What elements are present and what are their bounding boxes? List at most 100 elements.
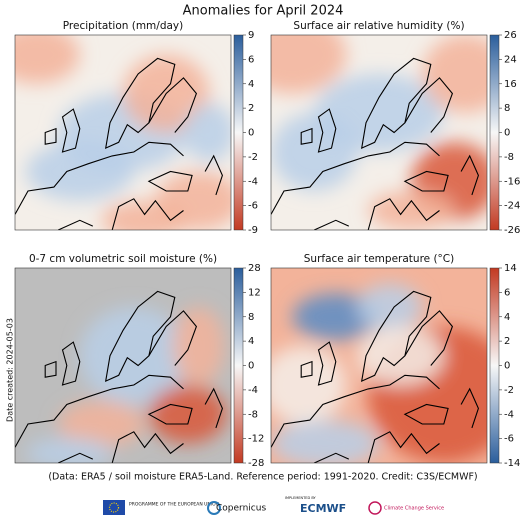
coastline <box>61 108 81 153</box>
implemented-label: IMPLEMENTED BY <box>285 496 317 500</box>
coastline <box>317 108 337 153</box>
coastline <box>271 374 440 448</box>
anomaly-blob <box>357 283 423 331</box>
colorbar-tick-label: 6 <box>504 287 510 298</box>
coastline <box>111 198 184 230</box>
panel-title: Surface air relative humidity (%) <box>293 20 464 32</box>
figure-title: Anomalies for April 2024 <box>183 4 344 19</box>
colorbar <box>489 34 500 231</box>
colorbar-tick-label: -12 <box>248 434 264 445</box>
colorbar-tick-label: -9 <box>248 225 258 236</box>
colorbar-tick-label: 0 <box>504 128 510 139</box>
panel-title: Precipitation (mm/day) <box>63 20 183 32</box>
colorbar-tick-label: -26 <box>504 225 520 236</box>
coastline <box>460 387 479 429</box>
anomaly-blob <box>58 400 145 448</box>
map <box>271 268 487 463</box>
map-frame <box>14 34 232 231</box>
anomaly-blob <box>271 113 358 191</box>
coastline <box>360 290 432 383</box>
c3s-label: Climate Change Service <box>384 506 444 512</box>
panel-title: 0-7 cm volumetric soil moisture (%) <box>29 253 217 265</box>
eu-stars <box>108 502 120 513</box>
coastline <box>204 387 223 429</box>
colorbar-tick-label: 2 <box>504 336 510 347</box>
colorbar-tick-label: 4 <box>504 312 510 323</box>
coastline <box>147 170 193 192</box>
coastline <box>61 341 81 386</box>
coastline <box>271 141 440 215</box>
anomaly-blob <box>25 437 113 463</box>
anomaly-blob <box>271 420 379 463</box>
anomaly-blob <box>271 35 347 94</box>
coastline <box>300 127 313 145</box>
colorbar <box>233 267 244 464</box>
colorbar-tick-label: -24 <box>504 201 520 212</box>
colorbar <box>489 267 500 464</box>
colorbar-tick-label: 0 <box>248 128 254 139</box>
colorbar-tick-label: -2 <box>504 385 514 396</box>
coastline <box>15 374 184 448</box>
coastline <box>360 57 432 150</box>
map <box>15 35 231 230</box>
colorbar-tick-label: -2 <box>248 152 258 163</box>
coastline <box>57 452 94 463</box>
colorbar-tick-label: 4 <box>248 336 254 347</box>
anomaly-blob <box>357 326 444 385</box>
colorbar-tick-label: -4 <box>248 385 258 396</box>
coastline <box>44 127 57 145</box>
coastline <box>313 452 350 463</box>
anomaly-blob <box>101 200 188 230</box>
eu-flag <box>103 500 125 515</box>
coastline <box>111 431 184 463</box>
coastline <box>148 77 198 133</box>
coastline <box>403 403 449 425</box>
copernicus-label: Copernicus <box>216 504 266 514</box>
colorbar-tick-label: 24 <box>504 54 517 65</box>
colorbar-tick-label: 0 <box>504 361 510 372</box>
coastline <box>104 290 176 383</box>
coastline <box>403 170 449 192</box>
coastline <box>57 219 94 230</box>
colorbar-tick-label: -28 <box>248 458 264 469</box>
coastline <box>204 154 223 196</box>
colorbar-tick-label: 14 <box>504 263 517 274</box>
colorbar-tick-label: 28 <box>248 263 261 274</box>
footnote: (Data: ERA5 / soil moisture ERA5-Land. R… <box>48 472 477 483</box>
anomaly-field <box>271 283 487 463</box>
anomaly-field <box>271 35 487 230</box>
colorbar-tick-label: -8 <box>504 152 514 163</box>
colorbar-tick-label: -6 <box>248 201 258 212</box>
map <box>15 268 231 463</box>
coastline <box>367 198 440 230</box>
colorbar-tick-label: 16 <box>504 79 517 90</box>
colorbar-tick-label: -16 <box>504 176 520 187</box>
coastline <box>44 360 57 378</box>
anomaly-blob <box>148 385 227 444</box>
date-created: Date created: 2024-05-03 <box>6 318 15 422</box>
map-frame <box>270 267 488 464</box>
coastline <box>404 77 454 133</box>
map-frame <box>14 267 232 464</box>
anomaly-blob <box>271 346 347 424</box>
colorbar-tick-label: 2 <box>248 103 254 114</box>
colorbar-tick-label: -8 <box>248 409 258 420</box>
colorbar-tick-label: -14 <box>504 458 520 469</box>
anomaly-blob <box>15 35 80 84</box>
coastline <box>147 403 193 425</box>
coastline <box>104 57 176 150</box>
colorbar-tick-label: 4 <box>248 79 254 90</box>
colorbar-tick-label: -4 <box>504 409 514 420</box>
coastline <box>148 310 198 366</box>
coastline <box>15 141 184 215</box>
anomaly-blob <box>422 35 487 113</box>
colorbar-tick-label: 8 <box>248 312 254 323</box>
map-frame <box>270 34 488 231</box>
anomaly-blob <box>172 307 225 385</box>
colorbar <box>233 34 244 231</box>
coastline <box>317 341 337 386</box>
colorbar-tick-label: 8 <box>504 103 510 114</box>
anomaly-blob <box>368 191 455 230</box>
coastline <box>404 310 454 366</box>
